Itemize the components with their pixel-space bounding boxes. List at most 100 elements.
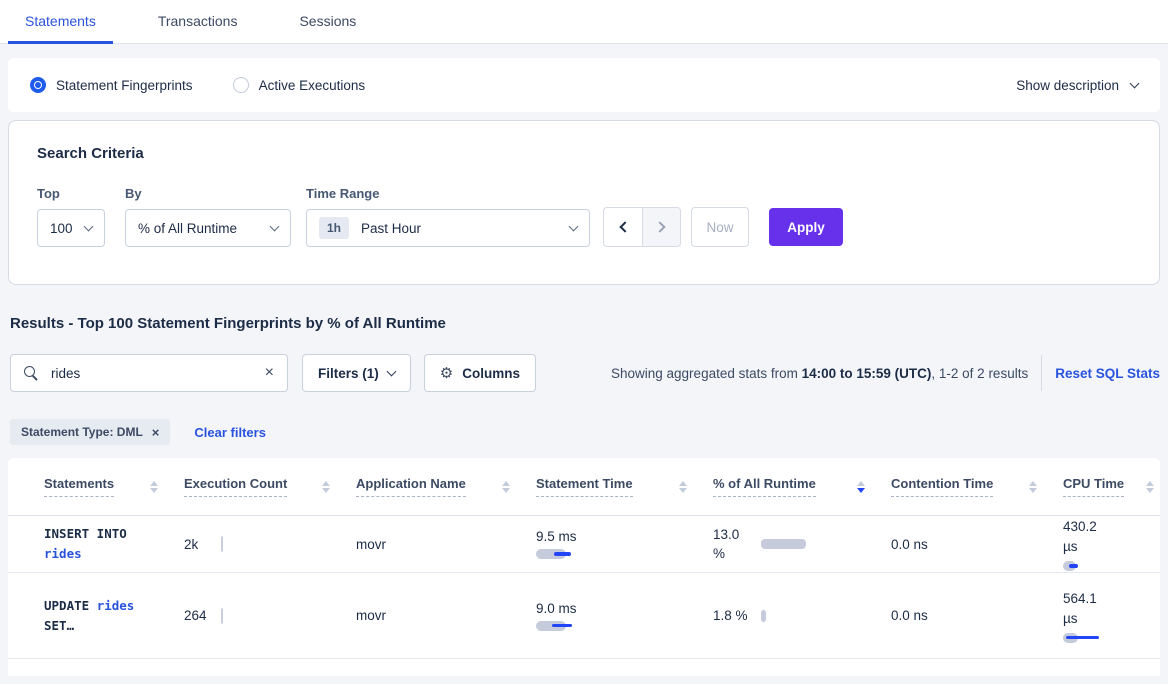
bar-stddev <box>1066 635 1099 639</box>
clear-filters-link[interactable]: Clear filters <box>194 424 266 440</box>
statement-time-cell: 9.0 ms <box>536 601 713 631</box>
now-button[interactable]: Now <box>691 207 749 247</box>
radio-selected-icon[interactable] <box>30 77 46 93</box>
sort-icon[interactable] <box>679 480 687 493</box>
top-tab-bar: Statements Transactions Sessions <box>0 0 1168 44</box>
filters-button[interactable]: Filters (1) <box>302 354 411 392</box>
bar-stddev <box>552 623 572 627</box>
table-header-row: Statements Execution Count Application N… <box>8 458 1160 516</box>
sort-icon[interactable] <box>150 480 158 493</box>
cpu-time-bar <box>1063 561 1127 571</box>
table-row: INSERT INTO rides 2k movr 9.5 ms 13.0 % … <box>8 516 1160 573</box>
filter-chip-statement-type[interactable]: Statement Type: DML × <box>10 419 171 445</box>
tab-statements[interactable]: Statements <box>8 0 113 44</box>
column-header-label: % of All Runtime <box>713 476 816 497</box>
time-range-pager <box>603 207 681 247</box>
show-description-toggle[interactable]: Show description <box>1016 77 1140 93</box>
chevron-down-icon <box>568 221 579 231</box>
by-select[interactable]: % of All Runtime <box>125 209 291 247</box>
time-range-label: Time Range <box>306 186 380 201</box>
table-row: UPDATE rides SET… 264 movr 9.0 ms 1.8 % … <box>8 573 1160 659</box>
contention-time-cell: 0.0 ns <box>891 608 928 623</box>
columns-button-label: Columns <box>462 365 520 381</box>
column-header-label: Statements <box>44 476 115 497</box>
filter-chips-row: Statement Type: DML × Clear filters <box>10 419 1168 445</box>
cpu-time-bar <box>1063 632 1127 643</box>
radio-statement-fingerprints-label: Statement Fingerprints <box>56 77 193 93</box>
chevron-down-icon <box>83 221 94 231</box>
sort-icon[interactable] <box>322 480 330 493</box>
time-range-select[interactable]: 1h Past Hour <box>306 209 590 247</box>
gear-icon: ⚙ <box>439 364 454 382</box>
stats-time-range: 14:00 to 15:59 (UTC) <box>801 365 932 381</box>
statement-link[interactable]: rides <box>96 597 135 613</box>
statement-cell: INSERT INTO rides <box>44 524 162 564</box>
statement-text: UPDATE <box>44 597 90 613</box>
column-header-contention-time[interactable]: Contention Time <box>891 476 1063 497</box>
radio-active-executions[interactable]: Active Executions <box>232 77 366 93</box>
sort-icon[interactable] <box>502 480 510 493</box>
previous-range-button[interactable] <box>604 208 642 246</box>
results-controls-row: × Filters (1) ⚙ Columns Showing aggregat… <box>10 354 1160 392</box>
column-header-label: Statement Time <box>536 476 633 497</box>
sort-icon[interactable] <box>1146 480 1154 493</box>
time-range-value: Past Hour <box>361 220 422 236</box>
search-input[interactable] <box>49 364 265 382</box>
cpu-time-cell: 564.1 µs <box>1063 589 1113 643</box>
close-icon[interactable]: × <box>151 424 160 440</box>
application-name-cell: movr <box>356 536 386 552</box>
statement-time-cell: 9.5 ms <box>536 529 713 559</box>
time-range-badge: 1h <box>319 217 350 239</box>
show-description-label: Show description <box>1016 77 1119 93</box>
radio-active-executions-label: Active Executions <box>258 77 366 93</box>
search-criteria-title: Search Criteria <box>37 145 144 162</box>
next-range-button[interactable] <box>642 208 680 246</box>
bar-mean <box>536 549 566 559</box>
top-field-group: Top 100 <box>37 186 105 247</box>
cpu-time-cell: 430.2 µs <box>1063 517 1113 571</box>
column-header-statement-time[interactable]: Statement Time <box>536 476 713 497</box>
columns-button[interactable]: ⚙ Columns <box>423 354 536 392</box>
search-criteria-panel: Search Criteria Top 100 By % of All Runt… <box>8 120 1160 285</box>
stats-suffix: , 1-2 of 2 results <box>931 365 1029 381</box>
execution-count-cell: 2k <box>184 516 356 572</box>
execution-count-value: 264 <box>184 608 207 623</box>
column-header-cpu-time[interactable]: CPU Time <box>1063 476 1160 497</box>
column-header-label: Execution Count <box>184 476 288 497</box>
column-header-pct-runtime[interactable]: % of All Runtime <box>713 476 891 497</box>
application-name-cell: movr <box>356 608 386 623</box>
radio-unselected-icon[interactable] <box>232 77 249 93</box>
radio-statement-fingerprints[interactable]: Statement Fingerprints <box>30 77 193 93</box>
sort-icon-active-desc[interactable] <box>857 480 865 493</box>
column-header-statements[interactable]: Statements <box>44 476 184 497</box>
pct-runtime-bar <box>761 609 766 622</box>
tab-sessions[interactable]: Sessions <box>299 12 357 29</box>
top-select[interactable]: 100 <box>37 209 105 247</box>
time-range-field-group: Time Range 1h Past Hour <box>306 186 590 247</box>
by-field-group: By % of All Runtime <box>125 186 291 247</box>
top-label: Top <box>37 186 60 201</box>
chevron-down-icon <box>1129 78 1140 88</box>
reset-sql-stats-link[interactable]: Reset SQL Stats <box>1055 365 1160 381</box>
pct-runtime-cell: 13.0 % <box>713 525 891 563</box>
sort-icon[interactable] <box>1029 480 1037 493</box>
column-header-application-name[interactable]: Application Name <box>356 476 536 497</box>
statement-link[interactable]: rides <box>44 546 82 561</box>
statements-table: Statements Execution Count Application N… <box>8 458 1160 676</box>
column-header-execution-count[interactable]: Execution Count <box>184 476 356 497</box>
apply-button[interactable]: Apply <box>769 208 843 246</box>
search-icon <box>24 365 39 381</box>
statement-text: SET… <box>44 617 75 633</box>
column-header-label: Application Name <box>356 476 466 497</box>
clear-search-icon[interactable]: × <box>264 364 274 381</box>
divider <box>1041 355 1043 391</box>
pct-runtime-value: 1.8 % <box>713 608 748 623</box>
execution-count-value: 2k <box>184 536 199 552</box>
pct-runtime-bar <box>761 539 806 549</box>
by-select-value: % of All Runtime <box>138 220 238 236</box>
top-select-value: 100 <box>50 220 73 236</box>
statement-search-box: × <box>10 354 288 392</box>
chevron-left-icon <box>618 221 631 233</box>
column-header-label: CPU Time <box>1063 476 1125 497</box>
tab-transactions[interactable]: Transactions <box>157 12 238 29</box>
